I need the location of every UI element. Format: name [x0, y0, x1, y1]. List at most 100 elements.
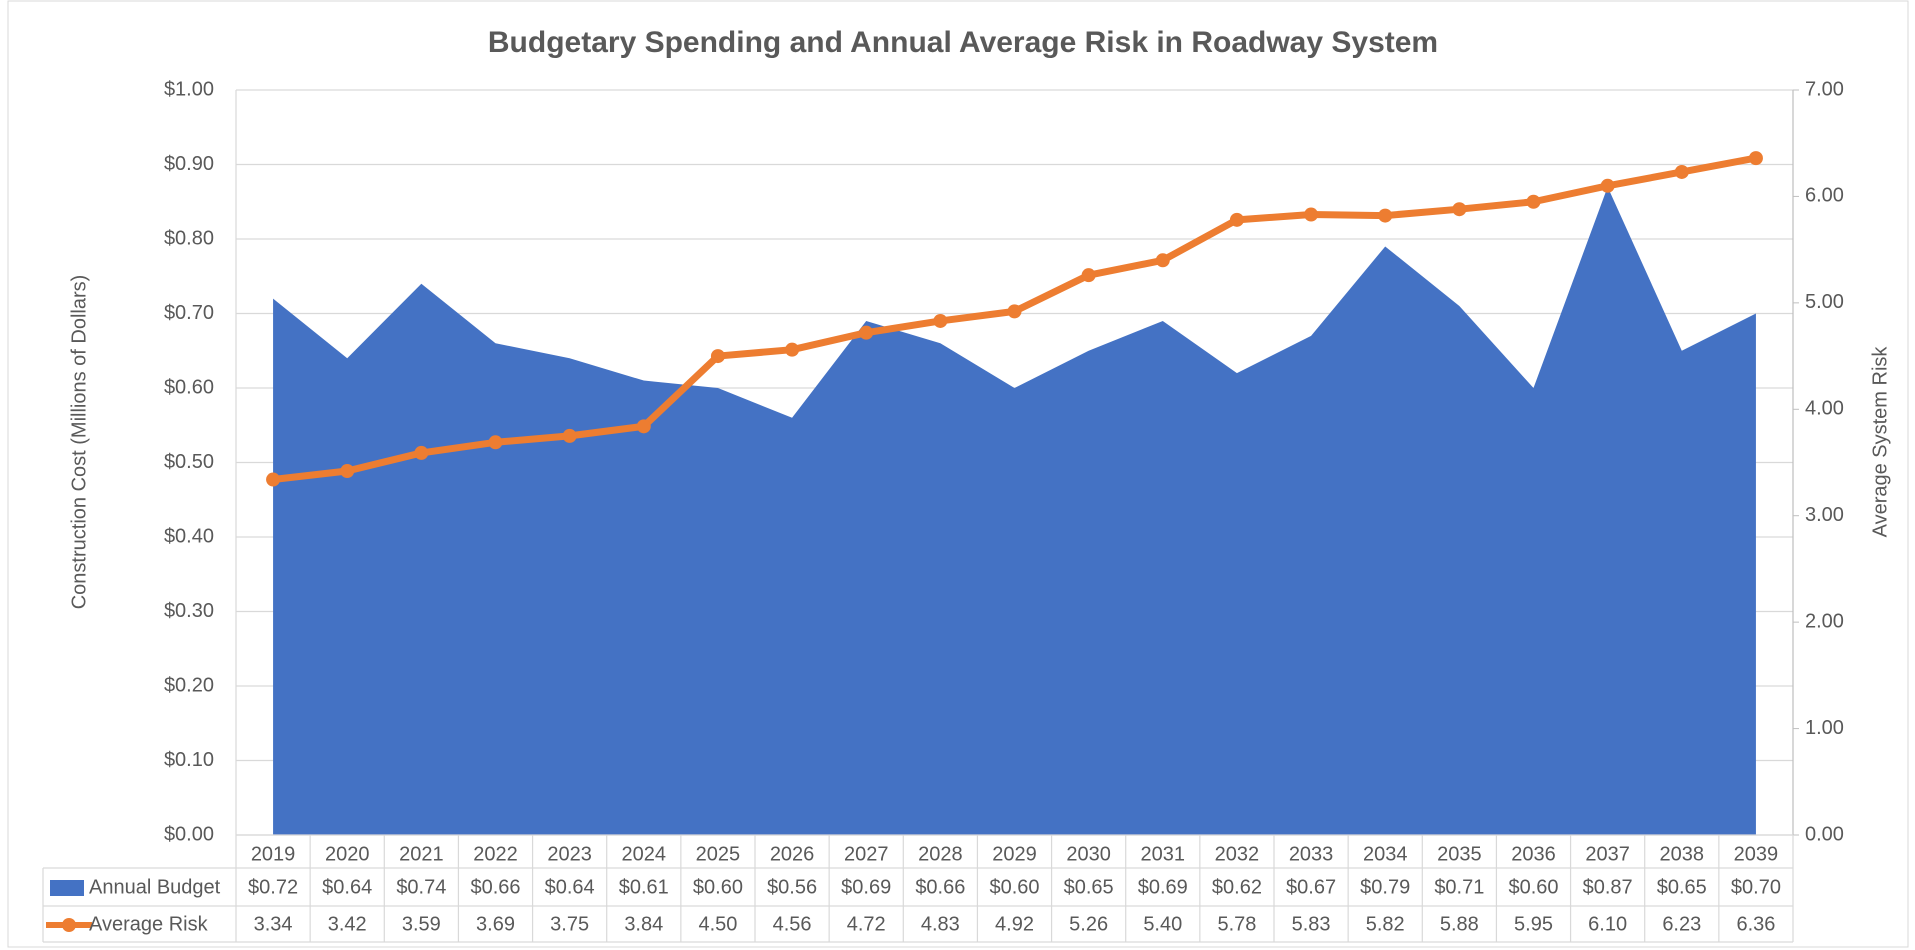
y-tick-label: $0.00 — [164, 823, 214, 845]
table-value: $0.72 — [248, 876, 298, 898]
table-value: 6.10 — [1588, 913, 1627, 935]
legend-key — [50, 880, 84, 896]
table-value: 5.88 — [1440, 913, 1479, 935]
x-tick-label: 2036 — [1511, 843, 1556, 865]
line-marker — [1229, 212, 1244, 227]
line-marker — [859, 325, 874, 340]
x-tick-label: 2028 — [918, 843, 963, 865]
x-tick-label: 2023 — [547, 843, 592, 865]
y2-tick-label: 4.00 — [1805, 398, 1844, 420]
table-value: 3.59 — [402, 913, 441, 935]
x-tick-label: 2039 — [1734, 843, 1779, 865]
y2-axis-label: Average System Risk — [1869, 346, 1891, 538]
line-marker — [1081, 268, 1096, 283]
y-axis-label: Construction Cost (Millions of Dollars) — [68, 275, 90, 610]
x-tick-label: 2024 — [622, 843, 667, 865]
table-value: $0.70 — [1731, 876, 1781, 898]
line-marker — [1304, 207, 1319, 222]
line-marker — [266, 472, 281, 487]
table-value: $0.69 — [1138, 876, 1188, 898]
y-tick-label: $0.30 — [164, 600, 214, 622]
line-marker — [340, 464, 355, 479]
table-value: 5.83 — [1292, 913, 1331, 935]
legend-key — [62, 918, 76, 932]
table-value: 5.26 — [1069, 913, 1108, 935]
table-value: 3.34 — [254, 913, 293, 935]
y-tick-label: $0.60 — [164, 376, 214, 398]
x-tick-label: 2030 — [1066, 843, 1111, 865]
y2-tick-label: 3.00 — [1805, 504, 1844, 526]
table-value: $0.66 — [470, 876, 520, 898]
table-value: 5.82 — [1366, 913, 1405, 935]
y-tick-label: $0.10 — [164, 749, 214, 771]
table-value: 5.95 — [1514, 913, 1553, 935]
table-value: 4.83 — [921, 913, 960, 935]
line-marker — [1674, 164, 1689, 179]
table-value: 3.75 — [550, 913, 589, 935]
y2-tick-label: 2.00 — [1805, 610, 1844, 632]
line-marker — [710, 349, 725, 364]
table-value: $0.60 — [693, 876, 743, 898]
y2-tick-label: 7.00 — [1805, 78, 1844, 100]
x-tick-label: 2038 — [1660, 843, 1705, 865]
x-tick-label: 2022 — [473, 843, 518, 865]
table-value: $0.61 — [619, 876, 669, 898]
x-tick-label: 2037 — [1585, 843, 1630, 865]
table-value: $0.74 — [396, 876, 446, 898]
table-value: $0.71 — [1434, 876, 1484, 898]
table-value: 5.78 — [1217, 913, 1256, 935]
legend-label: Annual Budget — [89, 876, 221, 898]
table-value: $0.60 — [1508, 876, 1558, 898]
line-marker — [562, 428, 577, 443]
line-marker — [636, 419, 651, 434]
table-value: $0.65 — [1064, 876, 1114, 898]
line-marker — [1007, 304, 1022, 319]
y-tick-label: $0.50 — [164, 451, 214, 473]
table-value: $0.56 — [767, 876, 817, 898]
table-value: 3.42 — [328, 913, 367, 935]
y2-tick-label: 1.00 — [1805, 717, 1844, 739]
line-marker — [785, 342, 800, 357]
line-marker — [1378, 208, 1393, 223]
x-tick-label: 2019 — [251, 843, 296, 865]
y-tick-label: $0.90 — [164, 153, 214, 175]
y-tick-label: $0.20 — [164, 674, 214, 696]
table-value: 3.84 — [624, 913, 663, 935]
y-tick-label: $1.00 — [164, 78, 214, 100]
table-value: 4.50 — [698, 913, 737, 935]
chart-title: Budgetary Spending and Annual Average Ri… — [488, 26, 1438, 59]
area — [273, 186, 1756, 836]
x-tick-label: 2026 — [770, 843, 815, 865]
y-tick-label: $0.80 — [164, 227, 214, 249]
x-tick-label: 2033 — [1289, 843, 1334, 865]
table-value: $0.87 — [1583, 876, 1633, 898]
table-value: $0.66 — [915, 876, 965, 898]
y2-tick-label: 5.00 — [1805, 291, 1844, 313]
table-value: 4.92 — [995, 913, 1034, 935]
table-value: $0.64 — [545, 876, 595, 898]
table-value: $0.64 — [322, 876, 372, 898]
legend-label: Average Risk — [89, 913, 209, 935]
line-marker — [933, 313, 948, 328]
y2-tick-label: 6.00 — [1805, 185, 1844, 207]
line-marker — [1452, 202, 1467, 217]
table-value: $0.62 — [1212, 876, 1262, 898]
table-value: $0.79 — [1360, 876, 1410, 898]
table-value: 4.72 — [847, 913, 886, 935]
line-marker — [414, 445, 429, 460]
x-tick-label: 2031 — [1141, 843, 1186, 865]
y-tick-label: $0.70 — [164, 302, 214, 324]
table-value: 5.40 — [1143, 913, 1182, 935]
x-tick-label: 2032 — [1215, 843, 1260, 865]
line-marker — [1600, 178, 1615, 193]
x-tick-label: 2027 — [844, 843, 889, 865]
table-value: 6.36 — [1736, 913, 1775, 935]
table-value: $0.65 — [1657, 876, 1707, 898]
table-value: 4.56 — [773, 913, 812, 935]
line-marker — [488, 435, 503, 450]
line-marker — [1526, 194, 1541, 209]
x-tick-label: 2021 — [399, 843, 444, 865]
y2-tick-label: 0.00 — [1805, 823, 1844, 845]
